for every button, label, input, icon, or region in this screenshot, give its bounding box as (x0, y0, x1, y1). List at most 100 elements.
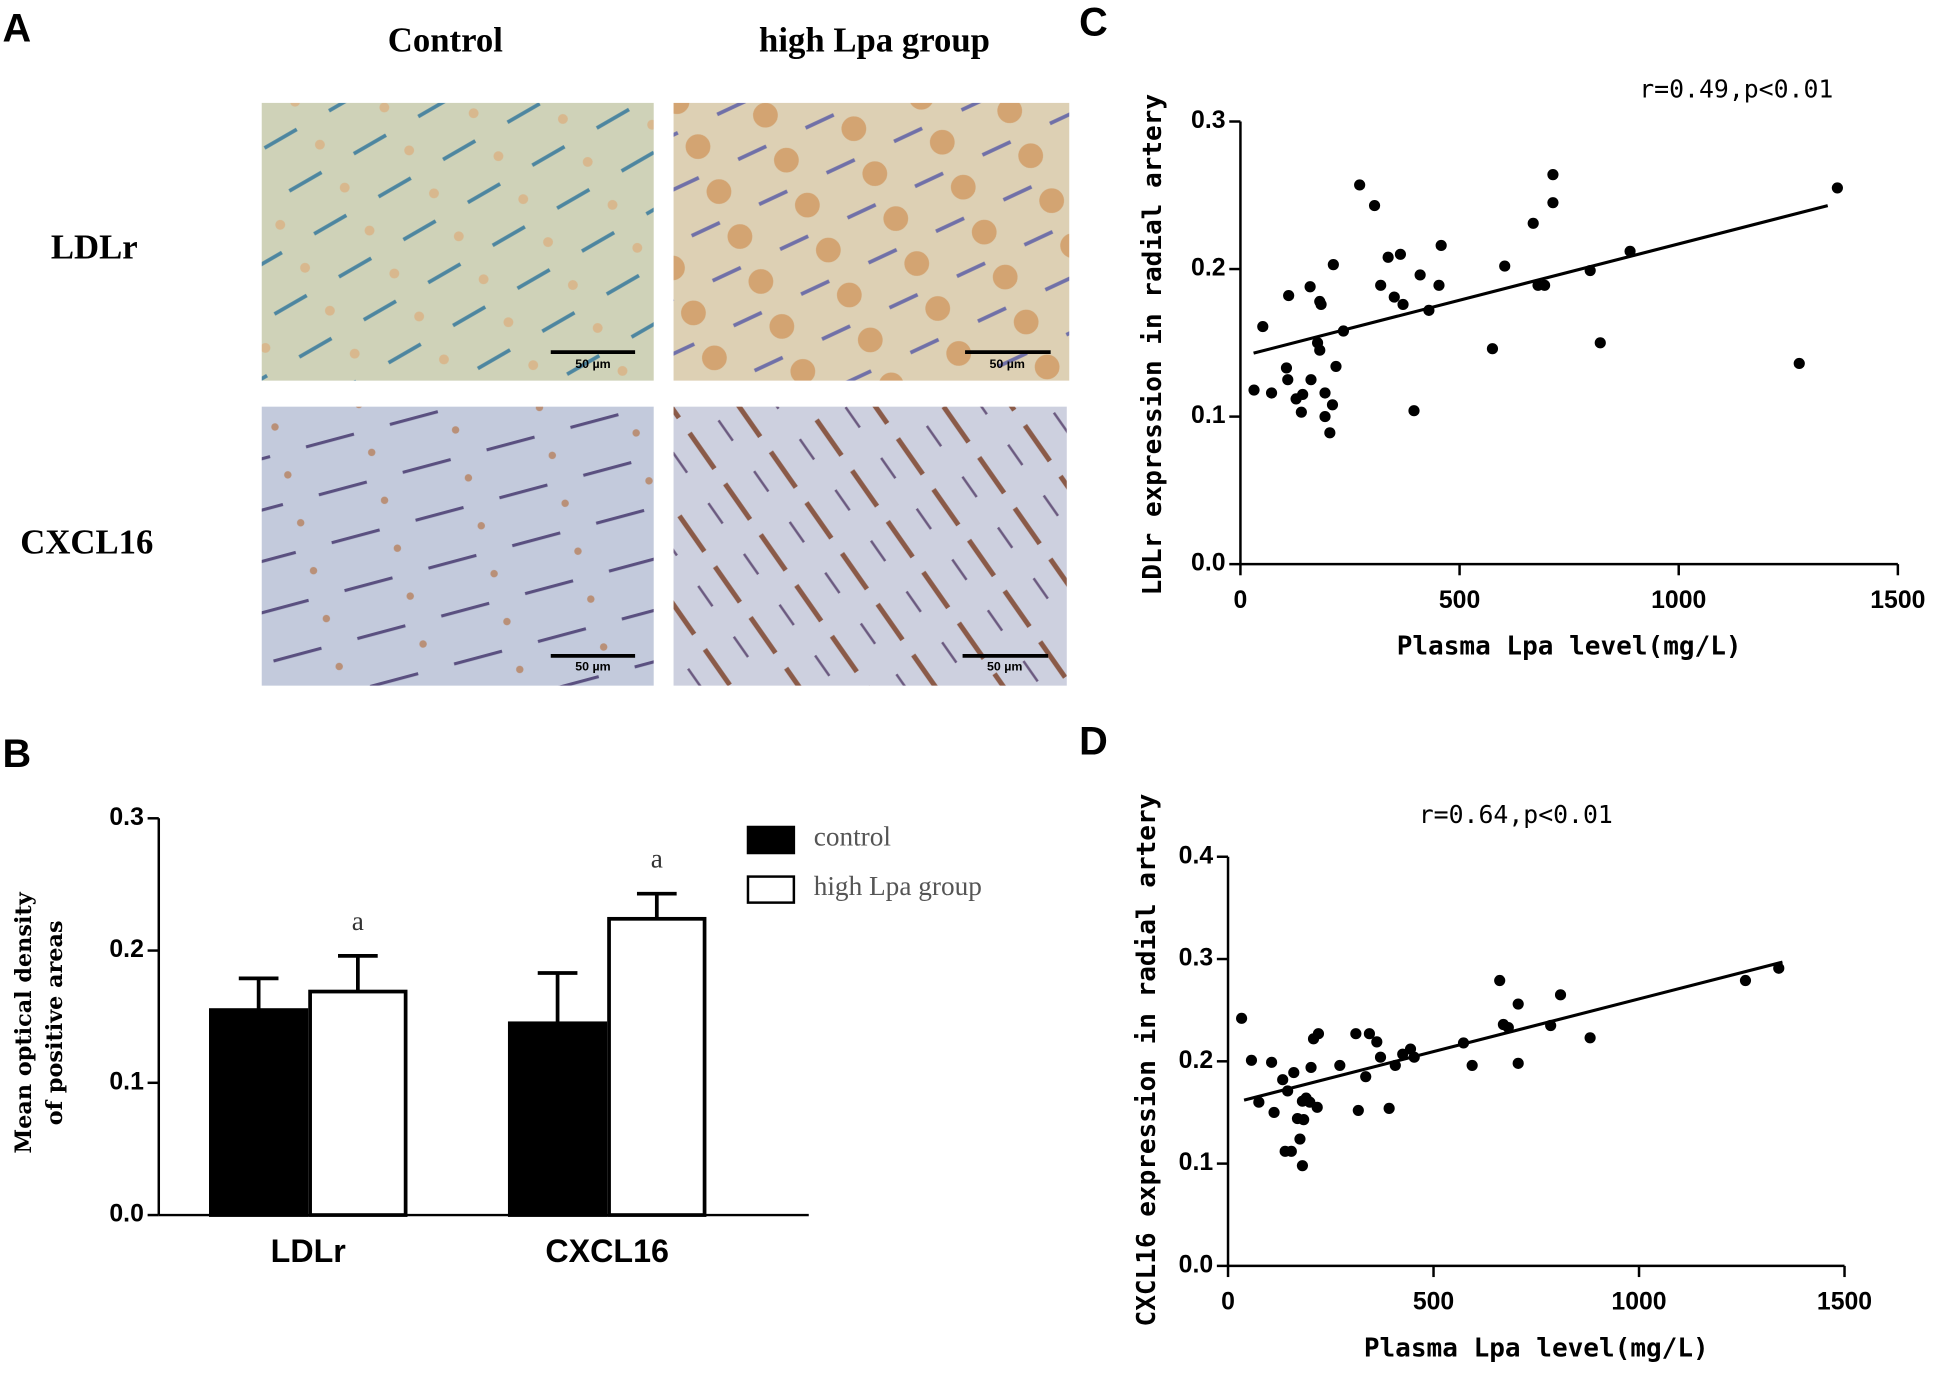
scale-bar-label: 50 µm (575, 659, 610, 673)
point (1397, 298, 1409, 311)
scale-bar-label: 50 µm (990, 357, 1025, 371)
point (1394, 248, 1406, 260)
point (1547, 197, 1559, 209)
point (1368, 200, 1381, 212)
point (1352, 1104, 1364, 1116)
scale-bar-label: 50 µm (575, 357, 610, 371)
point (1288, 1066, 1300, 1079)
y-tick-label: 0.3 (1191, 107, 1225, 134)
x-axis-label: Plasma Lpa level(mg/L) (1364, 1333, 1709, 1363)
point (1539, 279, 1551, 291)
x-tick-label: CXCL16 (545, 1233, 669, 1269)
legend-label: high Lpa group (814, 871, 982, 901)
point (1466, 1059, 1478, 1071)
x-tick-label: 1000 (1651, 587, 1706, 614)
point (1527, 217, 1539, 229)
point (1354, 179, 1366, 191)
point (1324, 427, 1336, 439)
point (1375, 279, 1387, 291)
point (1295, 406, 1307, 418)
panel-label: D (1079, 719, 1108, 763)
point (1315, 298, 1327, 311)
annotation: r=0.49,p<0.01 (1639, 75, 1833, 104)
point (1350, 1028, 1362, 1040)
micrograph (261, 406, 654, 686)
fit-line (1253, 204, 1829, 355)
point (1739, 974, 1752, 987)
point (1311, 1101, 1323, 1113)
significance-label: a (352, 906, 364, 936)
point (1312, 1028, 1325, 1040)
point (1360, 1071, 1372, 1083)
y-axis-label: Mean optical density (11, 891, 37, 1153)
point (1283, 290, 1295, 302)
y-axis-label: CXCL16 expression in radial artery (1132, 794, 1162, 1327)
point (1253, 1096, 1265, 1108)
bar (507, 1021, 608, 1217)
point (1494, 974, 1506, 987)
x-tick-label: 500 (1439, 587, 1480, 614)
point (1268, 1106, 1280, 1119)
y-tick-label: 0.1 (1191, 402, 1226, 429)
point (1374, 1051, 1387, 1063)
y-axis-label: LDLr expression in radial artery (1138, 94, 1168, 595)
panel-label: A (2, 6, 31, 50)
y-tick-label: 0.4 (1179, 842, 1214, 869)
bar (308, 989, 408, 1217)
point (1594, 337, 1606, 349)
point (1248, 384, 1260, 396)
point (1414, 269, 1426, 281)
x-tick-label: 1000 (1611, 1289, 1666, 1316)
point (1371, 1036, 1383, 1048)
legend-label: control (814, 822, 892, 852)
y-tick-label: 0.3 (109, 804, 143, 831)
point (1314, 344, 1326, 356)
point (1266, 1056, 1278, 1068)
point (1363, 1028, 1375, 1040)
point (1319, 387, 1331, 399)
row-header: LDLr (51, 227, 138, 266)
bar (209, 1008, 309, 1217)
significance-label: a (651, 844, 663, 874)
point (1773, 962, 1785, 974)
point (1280, 362, 1293, 374)
point (1285, 1145, 1297, 1157)
y-axis-label: of positive areas (42, 920, 68, 1125)
point (1296, 1160, 1309, 1172)
point (1305, 1061, 1317, 1074)
x-tick-label: 500 (1413, 1289, 1454, 1316)
y-tick-label: 0.3 (1179, 945, 1213, 972)
point (1382, 251, 1394, 263)
x-tick-label: 1500 (1870, 587, 1925, 614)
point (1388, 291, 1400, 303)
legend-swatch (746, 875, 796, 904)
y-tick-label: 0.2 (109, 936, 143, 963)
point (1297, 388, 1309, 401)
x-tick-label: 1500 (1817, 1289, 1872, 1316)
point (1245, 1054, 1258, 1066)
y-tick-label: 0.2 (1191, 255, 1225, 282)
fit-line (1243, 960, 1783, 1102)
micrograph (673, 102, 1070, 381)
point (1257, 321, 1269, 333)
panel-label: C (1079, 0, 1108, 44)
point (1326, 399, 1339, 411)
legend-swatch (746, 825, 796, 855)
x-tick-label: 0 (1234, 587, 1248, 614)
point (1831, 182, 1843, 194)
y-tick-label: 0.0 (1191, 550, 1225, 577)
micrograph (673, 406, 1067, 686)
point (1408, 405, 1420, 417)
bar (607, 916, 707, 1217)
micrograph (261, 102, 654, 381)
point (1486, 343, 1499, 355)
column-header: high Lpa group (759, 20, 990, 59)
point (1554, 989, 1567, 1001)
scale-bar-label: 50 µm (987, 659, 1022, 673)
row-header: CXCL16 (20, 523, 153, 562)
y-tick-label: 0.1 (1179, 1149, 1214, 1176)
column-header: Control (388, 20, 503, 59)
x-tick-label: 0 (1221, 1289, 1235, 1316)
annotation: r=0.64,p<0.01 (1419, 800, 1613, 829)
